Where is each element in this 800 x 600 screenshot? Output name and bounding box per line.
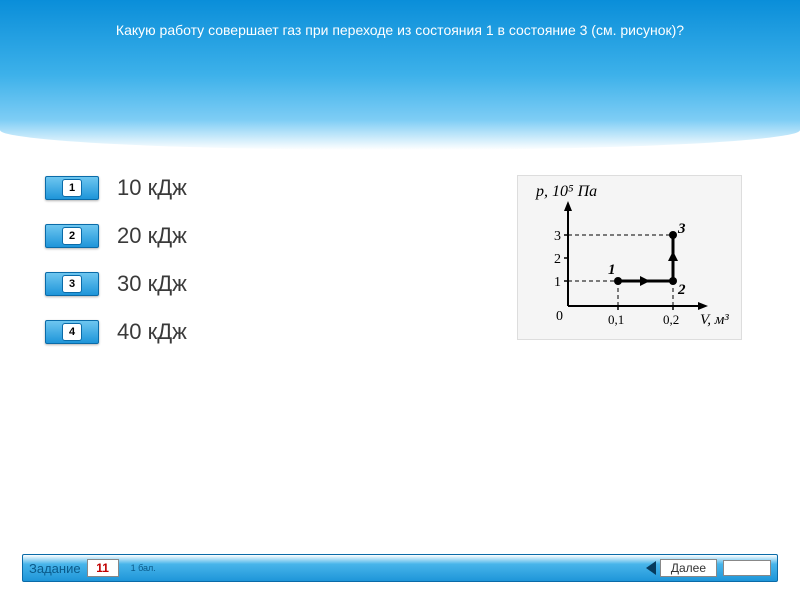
- answer-number: 1: [62, 179, 82, 197]
- answer-text: 20 кДж: [117, 223, 187, 249]
- answer-button-3[interactable]: 3: [45, 272, 99, 296]
- answer-button-4[interactable]: 4: [45, 320, 99, 344]
- answer-text: 30 кДж: [117, 271, 187, 297]
- content-area: 1 10 кДж 2 20 кДж 3 30 кДж 4 40 кДж p, 1…: [0, 175, 800, 367]
- x-axis-label: V, м³: [700, 312, 729, 328]
- footer-bar: Задание 11 1 бал. Далее: [22, 554, 778, 582]
- diagram-svg: p, 10⁵ Па 1 2 3 0,1 0,2 0 V, м³: [518, 176, 743, 341]
- footer-slot: [723, 560, 771, 576]
- y-axis-label: p, 10⁵ Па: [535, 183, 597, 200]
- prev-arrow-icon[interactable]: [646, 561, 656, 575]
- answer-row: 3 30 кДж: [45, 271, 440, 297]
- answer-number: 4: [62, 323, 82, 341]
- question-header: Какую работу совершает газ при переходе …: [0, 0, 800, 150]
- x-tick-1: 0,1: [608, 312, 624, 327]
- answer-row: 2 20 кДж: [45, 223, 440, 249]
- points-label: 1 бал.: [131, 563, 156, 573]
- question-text: Какую работу совершает газ при переходе …: [0, 0, 800, 38]
- origin-label: 0: [556, 309, 563, 324]
- next-button[interactable]: Далее: [660, 559, 717, 577]
- y-tick-3: 3: [554, 229, 561, 244]
- answer-button-2[interactable]: 2: [45, 224, 99, 248]
- point-label-1: 1: [608, 262, 616, 278]
- answer-text: 10 кДж: [117, 175, 187, 201]
- task-label: Задание: [29, 561, 81, 576]
- answer-button-1[interactable]: 1: [45, 176, 99, 200]
- pv-diagram: p, 10⁵ Па 1 2 3 0,1 0,2 0 V, м³: [517, 175, 742, 340]
- task-number: 11: [87, 559, 119, 577]
- y-tick-1: 1: [554, 275, 561, 290]
- point-label-3: 3: [677, 221, 686, 237]
- point-label-2: 2: [677, 282, 686, 298]
- answers-list: 1 10 кДж 2 20 кДж 3 30 кДж 4 40 кДж: [0, 175, 440, 367]
- answer-number: 2: [62, 227, 82, 245]
- x-tick-2: 0,2: [663, 312, 679, 327]
- answer-text: 40 кДж: [117, 319, 187, 345]
- answer-row: 4 40 кДж: [45, 319, 440, 345]
- answer-row: 1 10 кДж: [45, 175, 440, 201]
- y-tick-2: 2: [554, 252, 561, 267]
- answer-number: 3: [62, 275, 82, 293]
